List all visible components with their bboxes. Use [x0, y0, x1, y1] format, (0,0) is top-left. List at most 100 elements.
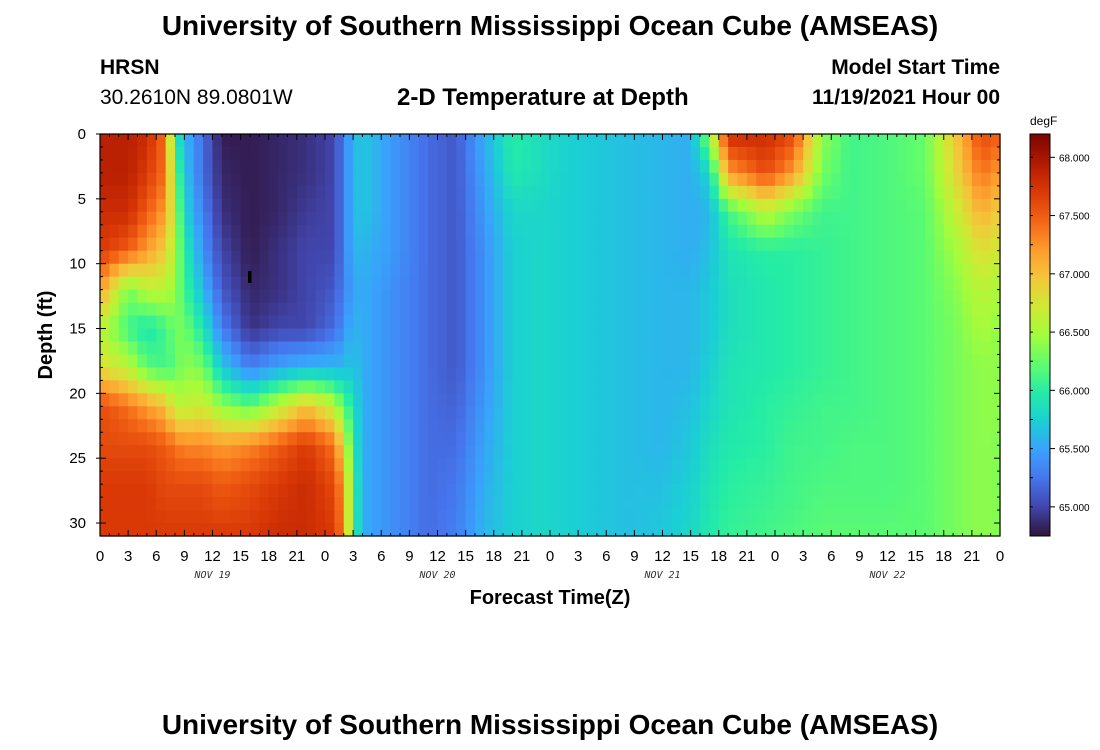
heatmap-cell — [784, 393, 795, 407]
heatmap-cell — [737, 523, 748, 537]
heatmap-cell — [840, 497, 851, 511]
heatmap-cell — [315, 419, 326, 433]
heatmap-cell — [146, 510, 157, 524]
heatmap-cell — [831, 328, 842, 343]
heatmap-cell — [821, 471, 832, 485]
heatmap-cell — [915, 432, 926, 446]
heatmap-cell — [700, 458, 710, 472]
heatmap-cell — [878, 289, 889, 304]
heatmap-cell — [746, 341, 757, 356]
heatmap-cell — [615, 159, 626, 174]
heatmap-cell — [634, 172, 645, 187]
heatmap-cell — [709, 263, 720, 278]
heatmap-cell — [446, 484, 457, 498]
heatmap-cell — [793, 276, 804, 291]
heatmap-cell — [925, 380, 935, 394]
heatmap-cell — [746, 523, 757, 537]
heatmap-cell — [793, 211, 804, 226]
heatmap-cell — [850, 146, 860, 161]
heatmap-cell — [831, 458, 842, 472]
heatmap-cell — [550, 315, 560, 330]
heatmap-cell — [971, 523, 982, 537]
heatmap-cell — [953, 276, 964, 291]
heatmap-cell — [934, 198, 945, 213]
heatmap-cell — [503, 211, 514, 226]
heatmap-cell — [512, 484, 523, 498]
heatmap-cell — [325, 250, 335, 265]
heatmap-cell — [784, 328, 795, 343]
heatmap-cell — [325, 134, 335, 148]
heatmap-cell — [550, 432, 560, 446]
heatmap-cell — [662, 367, 673, 381]
heatmap-cell — [568, 224, 579, 239]
heatmap-cell — [728, 354, 739, 369]
heatmap-cell — [700, 263, 710, 278]
heatmap-cell — [353, 419, 364, 433]
heatmap-cell — [681, 406, 692, 420]
heatmap-cell — [334, 419, 345, 433]
heatmap-cell — [925, 134, 935, 148]
heatmap-cell — [250, 263, 260, 278]
heatmap-cell — [343, 406, 354, 420]
heatmap-cell — [803, 523, 814, 537]
heatmap-cell — [859, 393, 870, 407]
heatmap-cell — [278, 159, 289, 174]
heatmap-cell — [400, 419, 410, 433]
heatmap-cell — [278, 172, 289, 187]
heatmap-cell — [531, 341, 542, 356]
heatmap-cell — [990, 237, 1001, 252]
heatmap-cell — [981, 237, 992, 252]
heatmap-cell — [156, 380, 167, 394]
heatmap-cell — [662, 432, 673, 446]
heatmap-cell — [231, 341, 242, 356]
heatmap-cell — [175, 263, 185, 278]
heatmap-cell — [878, 237, 889, 252]
y-axis-label: Depth (ft) — [35, 291, 57, 380]
heatmap-cell — [137, 134, 148, 148]
heatmap-cell — [634, 302, 645, 317]
heatmap-cell — [446, 237, 457, 252]
heatmap-cell — [400, 211, 410, 226]
heatmap-cell — [390, 341, 401, 356]
heatmap-cell — [306, 146, 317, 161]
heatmap-cell — [137, 419, 148, 433]
heatmap-cell — [400, 237, 410, 252]
heatmap-cell — [484, 484, 495, 498]
heatmap-cell — [737, 185, 748, 200]
heatmap-cell — [193, 471, 204, 485]
heatmap-cell — [756, 432, 767, 446]
heatmap-cell — [231, 432, 242, 446]
heatmap-cell — [531, 289, 542, 304]
heatmap-cell — [784, 406, 795, 420]
heatmap-cell — [118, 367, 129, 381]
heatmap-cell — [100, 237, 110, 252]
heatmap-cell — [634, 276, 645, 291]
heatmap-cell — [531, 432, 542, 446]
heatmap-cell — [428, 510, 439, 524]
heatmap-cell — [990, 471, 1001, 485]
heatmap-cell — [371, 302, 382, 317]
heatmap-cell — [240, 185, 251, 200]
heatmap-cell — [990, 146, 1001, 161]
heatmap-cell — [306, 458, 317, 472]
heatmap-cell — [240, 315, 251, 330]
heatmap-cell — [343, 367, 354, 381]
heatmap-cell — [700, 367, 710, 381]
heatmap-cell — [109, 458, 120, 472]
heatmap-cell — [193, 211, 204, 226]
heatmap-cell — [306, 198, 317, 213]
heatmap-cell — [203, 510, 214, 524]
heatmap-cell — [943, 510, 954, 524]
heatmap-cell — [737, 510, 748, 524]
heatmap-cell — [915, 250, 926, 265]
heatmap-cell — [887, 172, 898, 187]
heatmap-cell — [868, 419, 879, 433]
heatmap-cell — [259, 211, 270, 226]
heatmap-cell — [643, 354, 654, 369]
heatmap-cell — [240, 484, 251, 498]
heatmap-cell — [418, 484, 429, 498]
heatmap-cell — [437, 198, 448, 213]
heatmap-cell — [287, 354, 298, 369]
heatmap-cell — [934, 497, 945, 511]
